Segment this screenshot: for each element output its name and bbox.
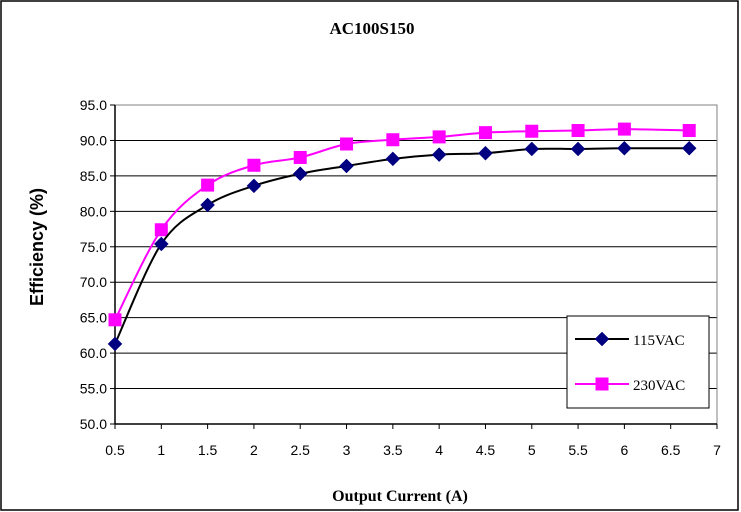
x-tick-label: 5 — [528, 442, 536, 458]
data-point-115vac — [200, 197, 215, 213]
legend-marker-115vac — [594, 331, 610, 347]
data-point-115vac — [431, 147, 447, 162]
data-point-115vac — [681, 140, 697, 156]
x-tick-label: 6 — [620, 442, 628, 458]
x-tick-label: 3.5 — [383, 442, 403, 458]
y-tick-label: 60.0 — [80, 345, 107, 361]
legend-entry-230vac: 230VAC — [575, 377, 685, 394]
data-point-230vac — [154, 223, 168, 237]
legend-label-230vac: 230VAC — [633, 378, 685, 394]
legend-label-115vac: 115VAC — [633, 333, 685, 349]
data-point-115vac — [617, 140, 632, 156]
chart-title: AC100S150 — [329, 19, 414, 38]
data-point-115vac — [246, 178, 262, 194]
x-tick-label: 6.5 — [661, 442, 681, 458]
y-tick-label: 90.0 — [80, 132, 107, 148]
series-layer — [107, 122, 697, 352]
x-tick-label: 7 — [713, 442, 721, 458]
data-point-230vac — [432, 130, 446, 144]
legend-entry-115vac: 115VAC — [575, 331, 685, 349]
data-point-230vac — [682, 124, 696, 138]
series-230vac — [108, 122, 696, 327]
data-point-230vac — [617, 122, 631, 136]
data-point-115vac — [570, 141, 586, 157]
y-tick-label: 75.0 — [80, 239, 107, 255]
legend-box — [566, 315, 710, 409]
x-tick-label: 4.5 — [476, 442, 496, 458]
data-point-230vac — [525, 124, 539, 138]
data-point-230vac — [386, 133, 400, 147]
data-point-115vac — [339, 158, 354, 174]
data-point-230vac — [478, 126, 492, 140]
x-axis-label: Output Current (A) — [332, 488, 468, 505]
data-point-230vac — [571, 124, 585, 138]
series-115vac — [107, 140, 697, 352]
data-point-115vac — [478, 145, 493, 161]
y-tick-label: 80.0 — [80, 203, 107, 219]
y-tick-label: 50.0 — [80, 416, 107, 432]
data-point-230vac — [293, 150, 307, 164]
data-point-230vac — [340, 137, 354, 151]
y-tick-label: 65.0 — [80, 310, 107, 326]
data-point-115vac — [107, 336, 123, 352]
data-point-115vac — [292, 166, 308, 182]
legend-marker-230vac — [595, 377, 609, 391]
data-point-115vac — [153, 236, 169, 252]
data-point-115vac — [524, 141, 540, 157]
y-tick-label: 85.0 — [80, 168, 107, 184]
y-tick-label: 55.0 — [80, 381, 107, 397]
x-tick-label: 3 — [343, 442, 351, 458]
y-tick-label: 95.0 — [80, 97, 107, 113]
data-point-115vac — [385, 151, 401, 167]
x-tick-label: 4 — [435, 442, 443, 458]
x-tick-label: 1.5 — [198, 442, 218, 458]
y-axis-label: Efficiency (%) — [27, 188, 47, 306]
x-tick-label: 1 — [157, 442, 165, 458]
x-tick-label: 5.5 — [568, 442, 588, 458]
x-tick-label: 2 — [250, 442, 258, 458]
legend: 115VAC 230VAC — [566, 315, 710, 409]
y-tick-label: 70.0 — [80, 274, 107, 290]
data-point-230vac — [108, 313, 122, 327]
x-tick-label: 2.5 — [290, 442, 310, 458]
data-point-230vac — [201, 178, 215, 192]
data-point-230vac — [247, 158, 261, 172]
x-tick-label: 0.5 — [105, 442, 125, 458]
axes: 50.0 55.0 60.0 65.0 70.0 75.0 80.0 85.0 90.0 95.0… — [80, 97, 721, 458]
